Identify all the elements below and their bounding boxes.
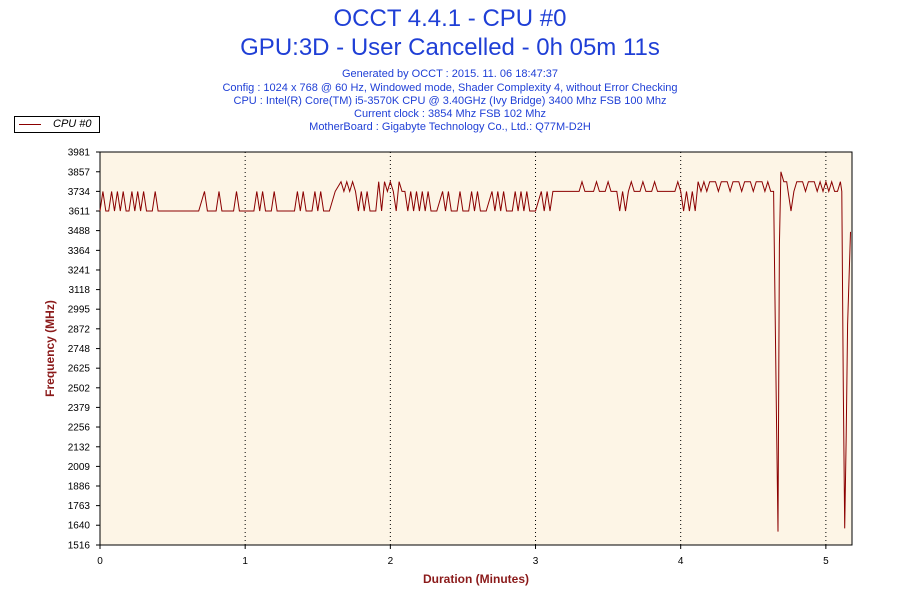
y-tick-label: 3981 xyxy=(68,148,91,159)
legend-label: CPU #0 xyxy=(53,118,92,130)
legend-swatch xyxy=(19,124,41,125)
y-tick-label: 2009 xyxy=(68,462,91,473)
y-tick-label: 1640 xyxy=(68,521,91,532)
y-tick-label: 3611 xyxy=(68,206,90,217)
y-tick-label: 3734 xyxy=(68,187,91,198)
y-tick-label: 2995 xyxy=(68,305,91,316)
x-axis-ticks: 0 1 2 3 4 5 xyxy=(97,545,829,567)
x-tick-label: 0 xyxy=(97,556,103,567)
y-tick-label: 2502 xyxy=(68,383,91,394)
y-axis-ticks: 3981 3857 3734 3611 3488 3364 3241 3118 2995 2872… xyxy=(68,148,100,552)
y-tick-label: 2132 xyxy=(68,442,91,453)
y-tick-label: 1886 xyxy=(68,482,91,493)
chart-subtitle: GPU:3D - User Cancelled - 0h 05m 11s xyxy=(240,34,660,61)
x-tick-label: 4 xyxy=(678,556,684,567)
y-tick-label: 3118 xyxy=(68,285,90,296)
y-tick-label: 2625 xyxy=(68,364,91,375)
series-line-cpu0 xyxy=(99,171,851,532)
y-tick-label: 3857 xyxy=(68,167,91,178)
info-line-config: Config : 1024 x 768 @ 60 Hz, Windowed mo… xyxy=(222,82,678,94)
info-line-cpu: CPU : Intel(R) Core(TM) i5-3570K CPU @ 3… xyxy=(233,95,667,107)
info-line-motherboard: MotherBoard : Gigabyte Technology Co., L… xyxy=(309,121,591,133)
y-tick-label: 1763 xyxy=(68,501,91,512)
legend: CPU #0 xyxy=(14,116,100,133)
y-tick-label: 2748 xyxy=(68,344,91,355)
y-tick-label: 2379 xyxy=(68,403,91,414)
y-axis-title: Frequency (MHz) xyxy=(43,300,57,397)
x-axis-title: Duration (Minutes) xyxy=(423,572,529,586)
y-tick-label: 3364 xyxy=(68,246,91,257)
info-line-clock: Current clock : 3854 Mhz FSB 102 Mhz xyxy=(354,108,546,120)
x-tick-label: 1 xyxy=(242,556,248,567)
chart-title: OCCT 4.4.1 - CPU #0 xyxy=(333,5,567,32)
y-tick-label: 1516 xyxy=(68,541,91,552)
y-tick-label: 2872 xyxy=(68,324,91,335)
y-tick-label: 2256 xyxy=(68,423,91,434)
grid-lines xyxy=(244,152,827,545)
x-tick-label: 2 xyxy=(388,556,394,567)
info-line-generated: Generated by OCCT : 2015. 11. 06 18:47:3… xyxy=(341,68,559,80)
x-tick-label: 3 xyxy=(533,556,539,567)
y-tick-label: 3488 xyxy=(68,226,91,237)
y-tick-label: 3241 xyxy=(68,265,91,276)
x-tick-label: 5 xyxy=(823,556,829,567)
plot-area xyxy=(99,151,853,546)
